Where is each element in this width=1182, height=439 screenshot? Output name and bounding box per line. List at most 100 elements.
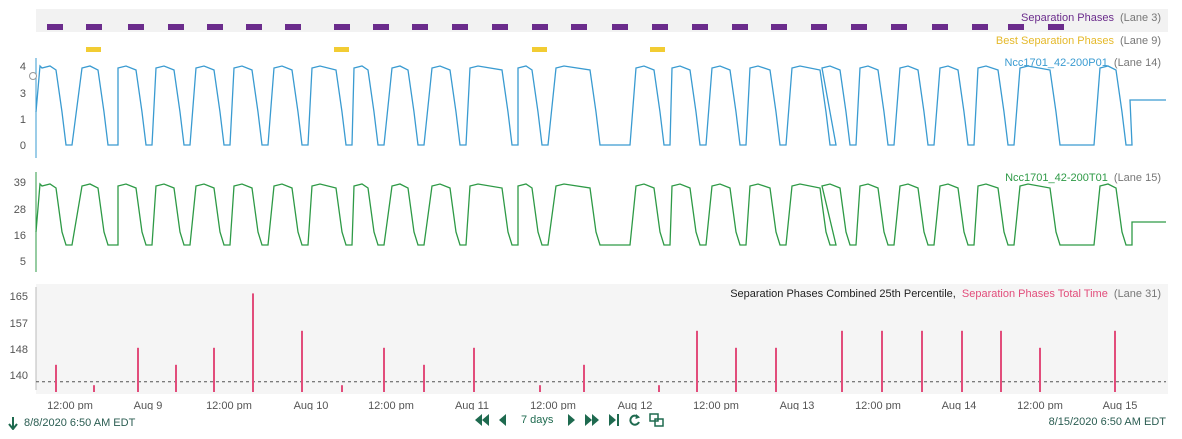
temperature-lane-number: (Lane 15) — [1114, 172, 1161, 184]
axis-label: 12:00 pm — [855, 400, 901, 410]
cursor-handle-icon[interactable] — [29, 72, 37, 80]
pressure-tick-1: 1 — [20, 114, 26, 126]
best-separation-segment — [532, 47, 547, 52]
percentile-tick-157: 157 — [10, 318, 28, 330]
best-separation-segment — [650, 47, 665, 52]
double-left-icon — [475, 414, 489, 426]
percentile-bar — [301, 330, 303, 392]
separation-lane-number: (Lane 3) — [1120, 12, 1161, 24]
refresh-button[interactable] — [628, 413, 641, 427]
percentile-bar — [1000, 330, 1002, 392]
pressure-lane-number: (Lane 14) — [1114, 57, 1161, 69]
separation-lane-name: Separation Phases — [1021, 12, 1114, 24]
separation-segment — [246, 24, 262, 30]
percentile-bar — [881, 330, 883, 392]
percentile-bar — [93, 385, 95, 392]
percentile-bar — [137, 347, 139, 392]
separation-segment — [932, 24, 948, 30]
best-lane-label: Best Separation Phases (Lane 9) — [996, 35, 1161, 47]
percentile-bar — [696, 330, 698, 392]
percentile-tick-140: 140 — [10, 370, 28, 382]
percentile-bar — [341, 385, 343, 392]
axis-label: 12:00 pm — [693, 400, 739, 410]
separation-segment — [652, 24, 668, 30]
percentile-bar — [175, 364, 177, 392]
left-icon — [499, 414, 506, 426]
temperature-tick-28: 28 — [14, 204, 26, 216]
range-end: 8/15/2020 6:50 AM EDT — [1048, 416, 1166, 428]
percentile-bar — [1114, 330, 1116, 392]
right-icon — [568, 414, 576, 426]
time-navigation: 7 days — [474, 413, 665, 427]
percentile-lane-label: Separation Phases Combined 25th Percenti… — [730, 288, 1161, 300]
percentile-bars — [55, 293, 1116, 392]
separation-segment — [532, 24, 548, 30]
separation-lane-bg — [36, 9, 1168, 32]
percentile-bar — [961, 330, 963, 392]
axis-label: 12:00 pm — [206, 400, 252, 410]
separation-segment — [692, 24, 708, 30]
percentile-bar — [1039, 347, 1041, 392]
separation-segment — [891, 24, 907, 30]
step-back-button[interactable] — [498, 413, 507, 427]
percentile-bar — [583, 364, 585, 392]
sync-icon — [649, 413, 665, 427]
best-lane-number: (Lane 9) — [1120, 35, 1161, 47]
sync-trends-button[interactable] — [649, 413, 665, 427]
percentile-bar — [213, 347, 215, 392]
axis-label: Aug 15 — [1103, 400, 1138, 410]
axis-label: 12:00 pm — [368, 400, 414, 410]
step-forward-button[interactable] — [567, 413, 576, 427]
axis-label: Aug 14 — [942, 400, 977, 410]
best-separation-segment — [334, 47, 349, 52]
duration-selector[interactable]: 7 days — [521, 414, 554, 426]
time-axis: 12:00 pm Aug 9 12:00 pm Aug 10 12:00 pm … — [47, 400, 1137, 410]
separation-segment — [771, 24, 787, 30]
skip-to-end-icon — [609, 414, 620, 426]
percentile-bar — [539, 385, 541, 392]
pressure-tick-4: 4 — [20, 61, 26, 73]
separation-segment — [452, 24, 468, 30]
double-right-icon — [585, 414, 600, 426]
separation-segment — [972, 24, 988, 30]
percentile-bar — [921, 330, 923, 392]
best-separation-segments — [86, 47, 665, 52]
best-separation-segment — [86, 47, 101, 52]
percentile-lane-name: Separation Phases Combined 25th Percenti… — [730, 288, 956, 300]
percentile-bar — [252, 293, 254, 392]
percentile-bar — [55, 364, 57, 392]
percentile-bar — [658, 385, 660, 392]
temperature-trend-line[interactable] — [35, 182, 1166, 246]
temperature-lane-name: Ncc1701_42-200T01 — [1005, 172, 1108, 184]
arrow-down-icon[interactable] — [8, 416, 18, 430]
percentile-tick-165: 165 — [10, 291, 28, 303]
separation-segment — [851, 24, 867, 30]
separation-segment — [1048, 24, 1064, 30]
time-range-footer: 8/8/2020 6:50 AM EDT 7 days — [0, 410, 1182, 439]
percentile-lane-number: (Lane 31) — [1114, 288, 1161, 300]
range-start-text: 8/8/2020 6:50 AM EDT — [24, 417, 136, 429]
pressure-trend-line[interactable] — [35, 64, 1166, 146]
separation-segment — [86, 24, 102, 30]
percentile-bar — [735, 347, 737, 392]
axis-label: Aug 10 — [294, 400, 329, 410]
percentile-lane-bg — [36, 284, 1168, 394]
page-forward-button[interactable] — [584, 413, 600, 427]
axis-label: Aug 9 — [134, 400, 163, 410]
separation-segment — [285, 24, 301, 30]
separation-segment — [207, 24, 223, 30]
percentile-tick-148: 148 — [10, 344, 28, 356]
jump-to-now-button[interactable] — [608, 413, 620, 427]
separation-segment — [492, 24, 508, 30]
axis-label: Aug 13 — [780, 400, 815, 410]
temperature-tick-39: 39 — [14, 177, 26, 189]
separation-segment — [412, 24, 428, 30]
page-back-button[interactable] — [474, 413, 490, 427]
temperature-lane-label: Ncc1701_42-200T01 (Lane 15) — [1005, 172, 1161, 184]
pressure-lane-name: Ncc1701_42-200P01 — [1004, 57, 1107, 69]
separation-segment — [47, 24, 63, 30]
separation-segment — [128, 24, 144, 30]
separation-segment — [373, 24, 389, 30]
trend-chart[interactable]: Separation Phases (Lane 3) Best Separati… — [0, 0, 1182, 410]
separation-segment — [571, 24, 587, 30]
